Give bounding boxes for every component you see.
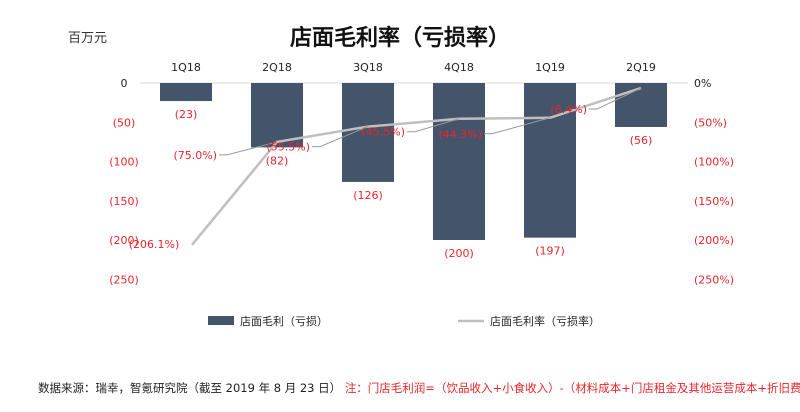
bar-data-label: (126) (353, 189, 383, 202)
right-axis-tick: (100%) (694, 156, 734, 169)
bar (342, 83, 394, 182)
bar (251, 83, 303, 148)
right-axis-tick: (50%) (694, 116, 727, 129)
bar-data-label: (23) (175, 108, 198, 121)
chart-title: 店面毛利率（亏损率） (289, 26, 510, 51)
bar (615, 83, 667, 127)
margin-line (191, 86, 642, 246)
category-label: 2Q18 (262, 61, 292, 74)
bar (524, 83, 576, 238)
category-label: 4Q18 (444, 61, 474, 74)
bar (433, 83, 485, 240)
leader-line (589, 87, 642, 110)
bar-data-label: (197) (535, 245, 565, 258)
legend-bar-label: 店面毛利（亏损） (240, 314, 328, 328)
leader-line (407, 118, 460, 133)
category-label: 3Q18 (353, 61, 383, 74)
line-data-label: (206.1%) (129, 238, 180, 251)
left-axis-tick: (50) (113, 116, 136, 129)
left-axis-tick: (150) (109, 195, 139, 208)
chart: 0 (50) (100) (150) (200) (250) 0% (50%) (100%) (1… (109, 61, 734, 328)
bar-data-label: (82) (266, 154, 289, 167)
leader-line (219, 141, 278, 156)
right-axis-tick: (200%) (694, 234, 734, 247)
left-axis-tick: (200) (109, 234, 139, 247)
legend-bar-swatch (208, 316, 234, 325)
leader-line (484, 117, 551, 135)
unit-label: 百万元 (68, 31, 108, 46)
source-text: 数据来源：瑞幸，智氪研究院（截至 2019 年 8 月 23 日） (38, 381, 342, 395)
category-label: 1Q19 (535, 61, 565, 74)
line-data-label: (6.4%) (550, 103, 587, 116)
category-label: 1Q18 (171, 61, 201, 74)
line-data-label: (45.5%) (361, 126, 405, 139)
category-label: 2Q19 (626, 61, 656, 74)
right-axis-tick: 0% (694, 77, 711, 90)
line-data-label: (55.5%) (266, 141, 310, 154)
line-data-label: (44.3%) (438, 128, 482, 141)
line-data-label: (75.0%) (173, 149, 217, 162)
footer: 数据来源：瑞幸，智氪研究院（截至 2019 年 8 月 23 日） 注：门店毛利… (38, 380, 800, 396)
leader-line (312, 126, 369, 148)
left-axis-tick: (100) (109, 156, 139, 169)
note-text: 注：门店毛利润=（饮品收入+小食收入）-（材料成本+门店租金及其他运营成本+折旧… (344, 381, 800, 395)
right-axis-tick: (150%) (694, 195, 734, 208)
left-axis-tick: 0 (121, 77, 128, 90)
legend-line-label: 店面毛利率（亏损率） (490, 314, 600, 328)
right-axis-tick: (250%) (694, 273, 734, 286)
bar-data-label: (56) (630, 134, 653, 147)
left-axis-tick: (250) (109, 273, 139, 286)
bar-data-label: (200) (444, 247, 474, 260)
bar (160, 83, 212, 102)
